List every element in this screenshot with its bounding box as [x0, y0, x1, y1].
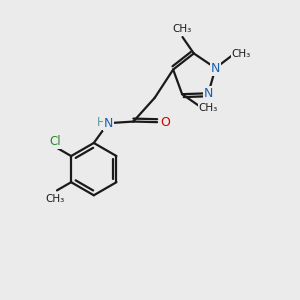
Text: CH₃: CH₃: [198, 103, 218, 113]
Text: N: N: [204, 87, 213, 100]
Text: H: H: [97, 116, 106, 129]
Text: Cl: Cl: [50, 135, 61, 148]
Text: O: O: [160, 116, 170, 129]
Text: N: N: [104, 117, 113, 130]
Text: CH₃: CH₃: [172, 24, 191, 34]
Text: CH₃: CH₃: [232, 49, 251, 59]
Text: CH₃: CH₃: [45, 194, 64, 204]
Text: N: N: [211, 61, 220, 75]
